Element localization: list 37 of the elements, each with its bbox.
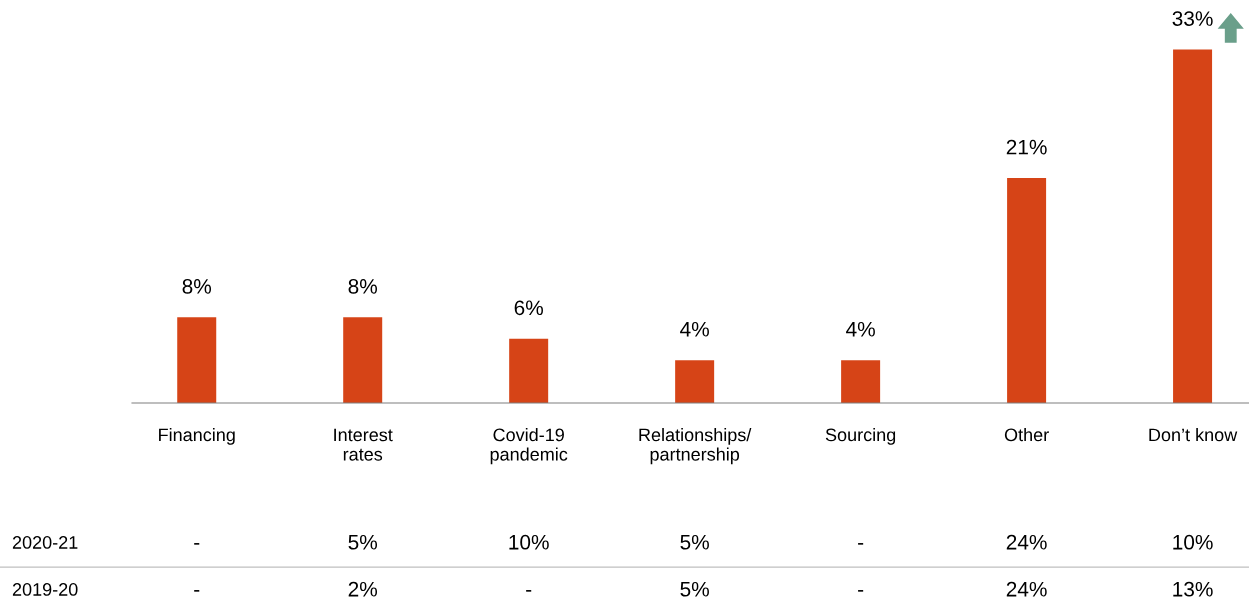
text: 24% [1006, 534, 1047, 550]
text: 10% [509, 534, 549, 550]
bar [509, 338, 549, 403]
bar [1007, 178, 1047, 403]
text: 2% [348, 581, 378, 597]
bar [841, 360, 881, 403]
text: - [194, 543, 200, 545]
x-tick-label: Relationships/ partnership [639, 428, 752, 465]
data-label: 8% [182, 278, 212, 294]
data-label: 33% [1172, 11, 1213, 26]
text: 2019-20 [12, 583, 78, 596]
data-label: 8% [348, 278, 378, 294]
text: 10% [1173, 534, 1213, 550]
text: - [858, 590, 864, 592]
x-tick-label: Other [1004, 428, 1049, 442]
x-tick-label: Financing [159, 428, 235, 445]
text: - [858, 543, 864, 545]
x-tick-label: Don’t know [1149, 428, 1238, 442]
data-label: 4% [846, 321, 875, 337]
text: 5% [680, 581, 709, 597]
bar [343, 317, 383, 403]
text: 5% [348, 534, 378, 550]
data-label: 4% [680, 321, 709, 337]
text: 5% [680, 534, 709, 550]
x-tick-label: Interest rates [334, 428, 393, 461]
data-label: 6% [514, 300, 543, 316]
text: - [194, 590, 200, 592]
text: 24% [1006, 581, 1047, 597]
data-label: 21% [1006, 139, 1047, 155]
bar [177, 317, 217, 403]
x-tick-label: Covid-19 pandemic [490, 428, 568, 465]
text: - [526, 590, 532, 592]
x-tick-label: Sourcing [825, 428, 896, 445]
bar [1173, 49, 1213, 403]
bar [675, 360, 715, 403]
text: 2020-21 [12, 536, 78, 549]
text: 13% [1173, 581, 1213, 597]
